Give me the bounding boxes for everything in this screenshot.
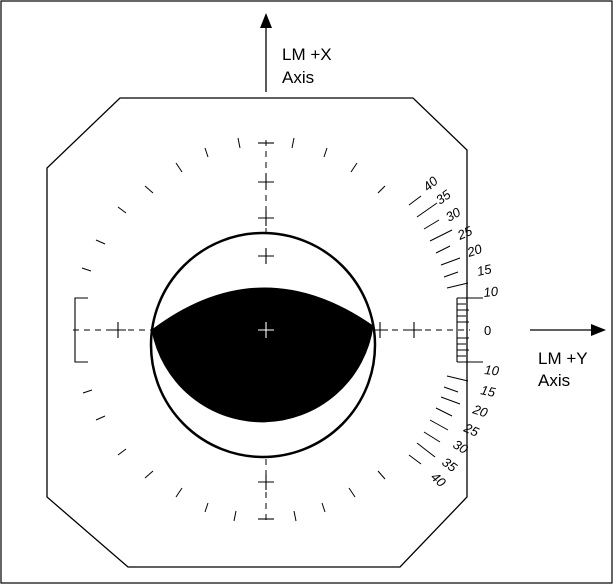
angular-scale-ticks [81, 137, 386, 522]
disc-shadow-crosses [258, 322, 274, 338]
body-disc-shadow [151, 287, 374, 423]
lower-scale-label-10: 10 [484, 362, 501, 379]
lower-scale-ticks [408, 375, 469, 465]
upper-scale-label-15: 15 [476, 261, 494, 279]
lower-scale-label-20: 20 [470, 401, 490, 420]
lower-scale-label-30: 30 [451, 437, 472, 458]
scale-zero-label: 0 [484, 323, 491, 338]
x-axis-label-line1: LM +X [282, 45, 332, 64]
window-outline [46, 97, 468, 568]
y-axis-label-line1: LM +Y [538, 349, 588, 368]
upper-scale-label-25: 25 [454, 223, 475, 243]
y-axis-arrow-head [591, 324, 606, 336]
disc-crosses [258, 248, 274, 264]
fine-scale-ticks [457, 297, 483, 363]
lower-scale-label-25: 25 [461, 420, 482, 440]
upper-scale-label-20: 20 [464, 241, 484, 260]
x-axis-label-line2: Axis [282, 68, 314, 87]
upper-scale-label-35: 35 [433, 186, 454, 207]
upper-scale-ticks [408, 195, 469, 289]
y-axis-label-line2: Axis [538, 371, 570, 390]
lower-scale-label-15: 15 [479, 382, 497, 400]
x-axis-arrow-head [260, 13, 272, 28]
lower-scale-label-40: 40 [428, 469, 449, 490]
upper-scale-label-10: 10 [483, 283, 500, 300]
upper-scale-label-30: 30 [443, 204, 464, 225]
left-bracket [74, 297, 88, 363]
